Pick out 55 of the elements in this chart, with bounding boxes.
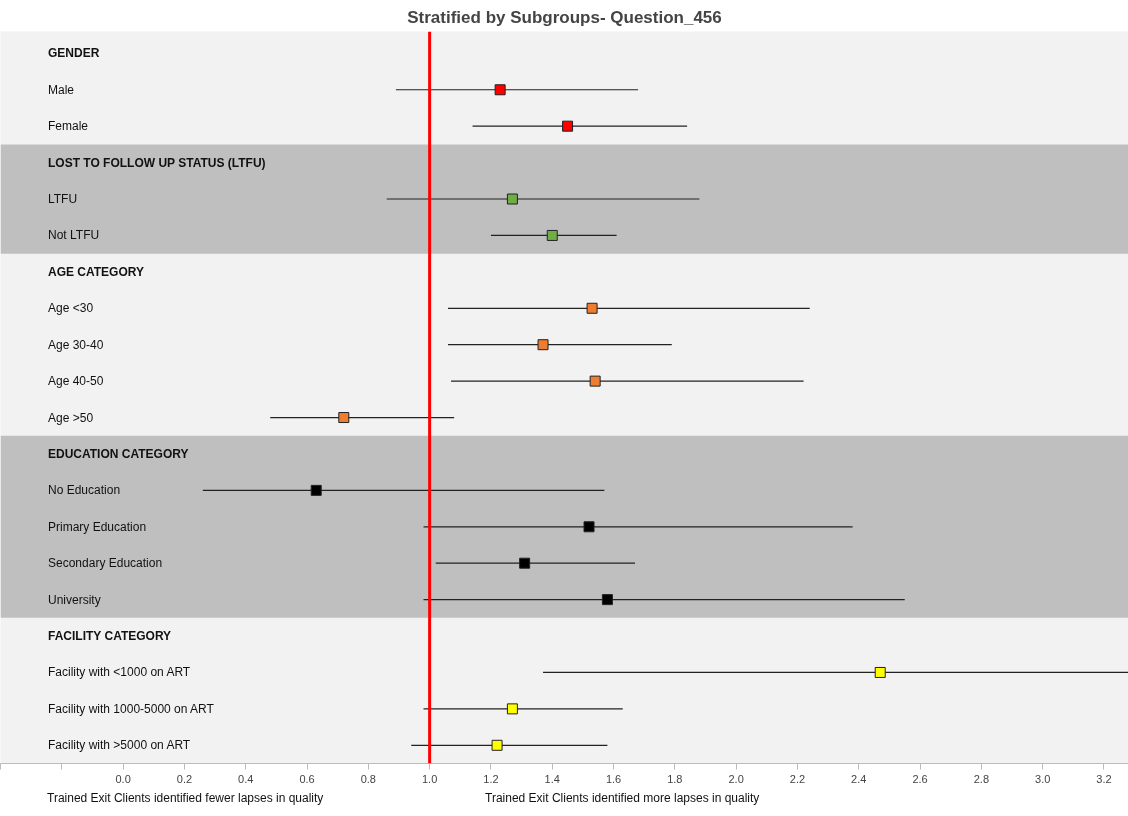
chart-title: Stratified by Subgroups- Question_456 [407,7,722,27]
y-tick-label: Facility with 1000-5000 on ART [48,701,215,716]
y-tick-label: EDUCATION CATEGORY [48,446,189,461]
point [537,339,549,351]
y-tick-label: Age 30-40 [48,337,104,352]
y-tick-label: LTFU [48,192,78,207]
point [546,229,558,241]
x-tick-label: 0.0 [115,772,131,785]
point [589,375,601,387]
x-tick-label: 1.8 [667,772,683,785]
y-tick-label: Facility with <1000 on ART [48,665,191,680]
x-tick-label: 1.2 [483,772,499,785]
point [506,703,518,715]
point [874,666,886,678]
x-tick-label: 3.2 [1096,772,1112,785]
point [562,120,574,132]
text: Trained Exit Clients identified fewer lapses in quality [47,790,324,807]
y-tick-label: Age <30 [48,301,94,316]
point [494,84,506,96]
y-tick-label: FACILITY CATEGORY [48,629,172,644]
y-tick-label: Age 40-50 [48,374,104,389]
x-tick-label: 0.6 [299,772,315,785]
point [601,594,613,606]
x-tick-label: 2.2 [789,772,806,785]
y-tick-label: Male [48,82,75,97]
x-tick-label: 0.2 [176,772,193,785]
point [586,302,598,314]
point [310,484,322,496]
y-tick-label: Not LTFU [48,228,100,243]
y-tick-label: Secondary Education [48,556,163,571]
y-tick-label: Facility with >5000 on ART [48,738,191,753]
x-tick-label: 2.8 [973,772,990,785]
y-tick-label: Age >50 [48,410,94,425]
y-tick-label: Female [48,119,89,134]
y-tick-label: No Education [48,483,121,498]
point [519,557,531,569]
point [583,521,595,533]
x-tick-label: 0.4 [238,772,254,785]
x-tick-label: 0.8 [360,772,376,785]
x-tick-label: 2.0 [728,772,744,785]
y-tick-label: GENDER [48,46,100,61]
y-tick-label: LOST TO FOLLOW UP STATUS (LTFU) [48,155,266,170]
point [506,193,518,205]
x-tick-label: 2.6 [912,772,928,785]
y-tick-label: Primary Education [48,519,147,534]
x-tick-label: 1.6 [605,772,622,785]
y-tick-label: University [48,592,101,607]
x-tick-label: 1.4 [544,772,560,785]
x-tick-label: 1.0 [421,772,438,785]
point [491,739,503,751]
text: Trained Exit Clients identified more lapses in quality [485,790,760,807]
x-tick-label: 3.0 [1035,772,1051,785]
y-tick-label: AGE CATEGORY [48,264,145,279]
x-tick-label: 2.4 [851,772,867,785]
point [338,412,350,424]
